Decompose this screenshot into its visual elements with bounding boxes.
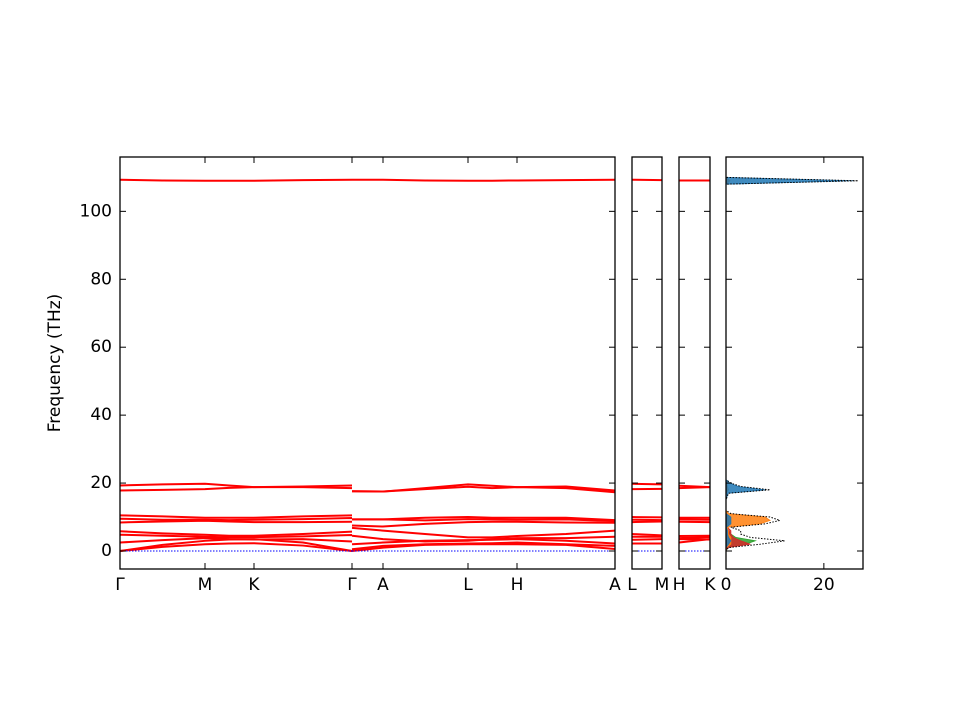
x-tick-label: Γ	[115, 575, 125, 595]
dos-area	[725, 173, 771, 558]
x-tick-label: K	[248, 575, 260, 595]
x-tick-label: 20	[813, 575, 835, 595]
y-tick-label: 20	[90, 473, 112, 493]
x-tick-label: K	[704, 575, 716, 595]
band-line	[631, 538, 663, 541]
x-tick-label: H	[673, 575, 686, 595]
x-tick-label: L	[627, 575, 637, 595]
x-tick-label: H	[511, 575, 524, 595]
band-line	[119, 542, 616, 552]
x-tick-label: A	[377, 575, 389, 595]
x-tick-label: M	[655, 575, 670, 595]
dos-area	[725, 173, 751, 558]
y-tick-label: 0	[101, 541, 112, 561]
y-tick-label: 80	[90, 269, 112, 289]
x-tick-label: M	[198, 575, 213, 595]
band-line	[678, 536, 711, 540]
plot-frame	[119, 156, 616, 570]
dos-area	[725, 173, 757, 558]
dos-line	[725, 173, 859, 558]
plot-frame	[678, 156, 711, 570]
band-line	[119, 485, 616, 494]
band-line	[631, 533, 663, 537]
dos-area	[725, 173, 854, 558]
band-line	[678, 486, 711, 490]
plot-frame	[725, 156, 864, 570]
x-tick-label: Γ	[347, 575, 357, 595]
band-line	[678, 538, 711, 544]
band-line	[119, 519, 616, 528]
x-tick-label: A	[609, 575, 621, 595]
y-tick-label: 40	[90, 405, 112, 425]
plot-frame	[631, 156, 663, 570]
band-line	[631, 482, 663, 486]
band-line	[119, 517, 616, 523]
y-axis-label: Frequency (THz)	[45, 294, 65, 433]
band-line	[119, 178, 616, 182]
band-line	[631, 520, 663, 524]
band-line	[119, 526, 616, 539]
y-tick-label: 100	[80, 201, 112, 221]
x-tick-label: L	[463, 575, 473, 595]
x-tick-label: 0	[721, 575, 732, 595]
y-tick-label: 60	[90, 337, 112, 357]
